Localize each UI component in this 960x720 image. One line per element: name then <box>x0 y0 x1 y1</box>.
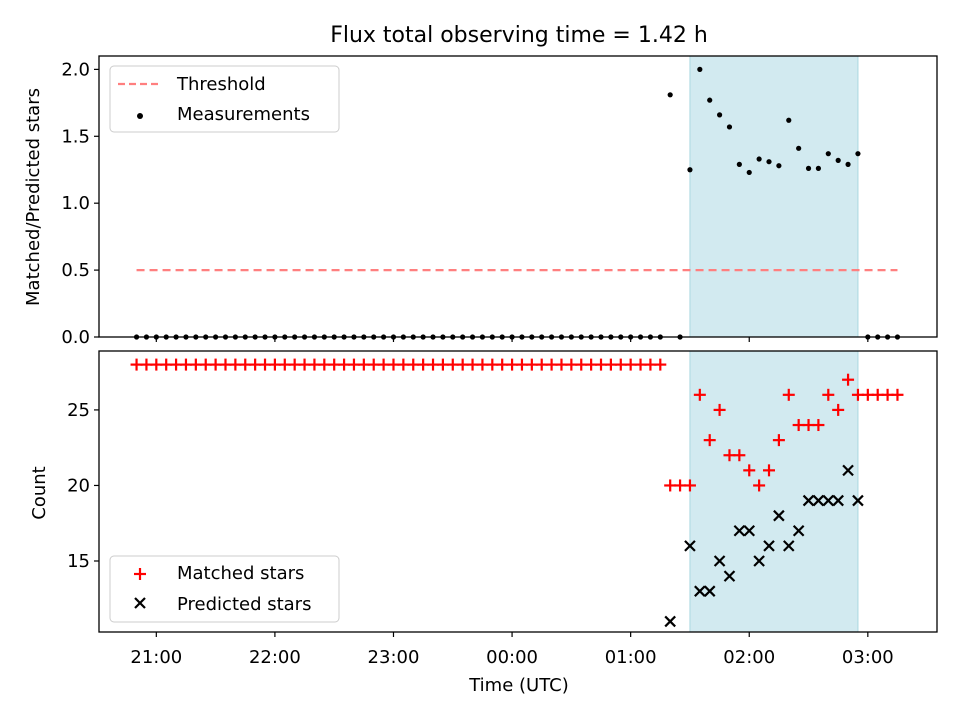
y-tick-label: 20 <box>67 475 90 496</box>
predicted-star-point <box>703 585 716 597</box>
predicted-star-point <box>832 494 844 507</box>
top-x-ticks <box>155 337 869 342</box>
predicted-star-point <box>792 525 805 537</box>
x-tick-label: 01:00 <box>605 647 657 668</box>
predicted-star-point <box>713 555 726 567</box>
matched-star-point <box>891 388 904 401</box>
predicted-star-point <box>684 540 696 552</box>
matched-star-point <box>753 479 766 492</box>
x-tick-label: 02:00 <box>723 647 775 668</box>
measurement-point <box>835 157 841 163</box>
top-plot-frame <box>98 55 938 338</box>
legend-measurements-swatch <box>137 113 143 119</box>
measurement-point <box>707 97 713 103</box>
predicted-star-point <box>852 494 864 507</box>
predicted-star-point <box>782 540 795 552</box>
legend-predicted-label: Predicted stars <box>177 594 311 615</box>
x-tick-label: 03:00 <box>842 647 894 668</box>
y-tick-label: 0.0 <box>61 327 90 348</box>
matched-star-point <box>842 373 855 386</box>
counts-panel: 15 20 25 21:00 22:00 23:00 00:00 01:00 02:00 03:… <box>29 350 938 696</box>
matched-star-point <box>683 479 696 492</box>
measurement-point <box>766 159 772 165</box>
chart-title: Flux total observing time = 1.42 h <box>330 23 708 48</box>
matched-star-point <box>822 388 835 401</box>
matched-star-point <box>812 419 825 432</box>
measurement-point <box>815 165 822 171</box>
legend-measurements-label: Measurements <box>177 104 310 125</box>
predicted-star-point <box>753 555 765 567</box>
matched-stars-series <box>130 358 904 492</box>
measurement-point <box>736 161 742 167</box>
y-tick-label: 1.0 <box>61 193 90 214</box>
y-tick-label: 15 <box>67 551 90 572</box>
measurement-point <box>776 163 782 169</box>
legend-threshold-label: Threshold <box>176 74 266 95</box>
matched-star-point <box>763 464 776 477</box>
y-tick-label: 0.5 <box>61 260 90 281</box>
legend-matched-label: Matched stars <box>177 563 304 584</box>
legend-predicted-swatch <box>134 597 146 609</box>
top-y-axis: 0.0 0.5 1.0 1.5 2.0 <box>61 59 99 348</box>
matched-star-point <box>782 388 795 401</box>
measurement-point <box>726 124 733 130</box>
measurement-point <box>825 151 831 157</box>
matched-star-point <box>772 434 785 447</box>
measurement-point <box>786 117 792 123</box>
predicted-star-point <box>812 494 825 507</box>
y-tick-label: 2.0 <box>61 59 90 80</box>
matched-star-point <box>832 403 845 416</box>
x-tick-label: 22:00 <box>249 647 301 668</box>
measurement-point <box>746 169 752 176</box>
predicted-star-point <box>723 570 736 582</box>
predicted-star-point <box>664 615 676 628</box>
measurement-point <box>716 112 723 118</box>
predicted-star-point <box>802 494 815 507</box>
measurement-point <box>855 151 861 157</box>
measurement-point <box>796 145 802 151</box>
matched-star-point <box>733 449 746 462</box>
measurement-point <box>697 66 703 72</box>
measurement-point <box>805 165 812 171</box>
bottom-y-axis-label: Count <box>29 466 50 519</box>
predicted-star-point <box>773 509 785 522</box>
y-tick-label: 1.5 <box>61 126 90 147</box>
predicted-stars-series <box>664 464 864 628</box>
predicted-star-point <box>733 525 746 537</box>
predicted-star-point <box>694 585 706 597</box>
measurement-point <box>667 92 673 98</box>
measurement-point <box>756 156 762 162</box>
measurement-point <box>687 167 693 173</box>
matched-star-point <box>703 434 716 447</box>
x-tick-label: 00:00 <box>486 647 538 668</box>
x-axis-label: Time (UTC) <box>468 675 569 696</box>
y-tick-label: 25 <box>67 400 90 421</box>
ratio-panel: 0.00.51.01.52.0 Matched/Predicted stars … <box>23 55 938 348</box>
top-y-axis-label: Matched/Predicted stars <box>23 88 44 306</box>
bottom-legend: Matched stars Predicted stars <box>109 555 340 623</box>
x-axis: 21:00 22:00 23:00 00:00 01:00 02:00 03:00 <box>130 632 894 668</box>
observing-window-shade-bottom <box>689 350 859 633</box>
bottom-plot-frame <box>98 350 938 633</box>
top-legend-box <box>109 65 340 133</box>
matched-star-point <box>713 403 726 416</box>
predicted-star-point <box>822 494 835 507</box>
legend-matched-swatch <box>134 568 146 580</box>
predicted-star-point <box>743 525 756 537</box>
measurement-point <box>845 161 851 167</box>
top-legend: Threshold Measurements <box>109 65 340 133</box>
predicted-star-point <box>842 464 854 477</box>
matched-star-point <box>693 388 706 401</box>
bottom-y-axis: 15 20 25 <box>67 400 99 572</box>
observing-window-shade-top <box>689 55 859 338</box>
matched-star-point <box>743 464 756 477</box>
x-tick-label: 21:00 <box>130 647 182 668</box>
bottom-legend-box <box>109 555 340 623</box>
x-tick-label: 23:00 <box>368 647 420 668</box>
matched-star-point <box>654 358 667 371</box>
predicted-star-point <box>763 540 775 552</box>
